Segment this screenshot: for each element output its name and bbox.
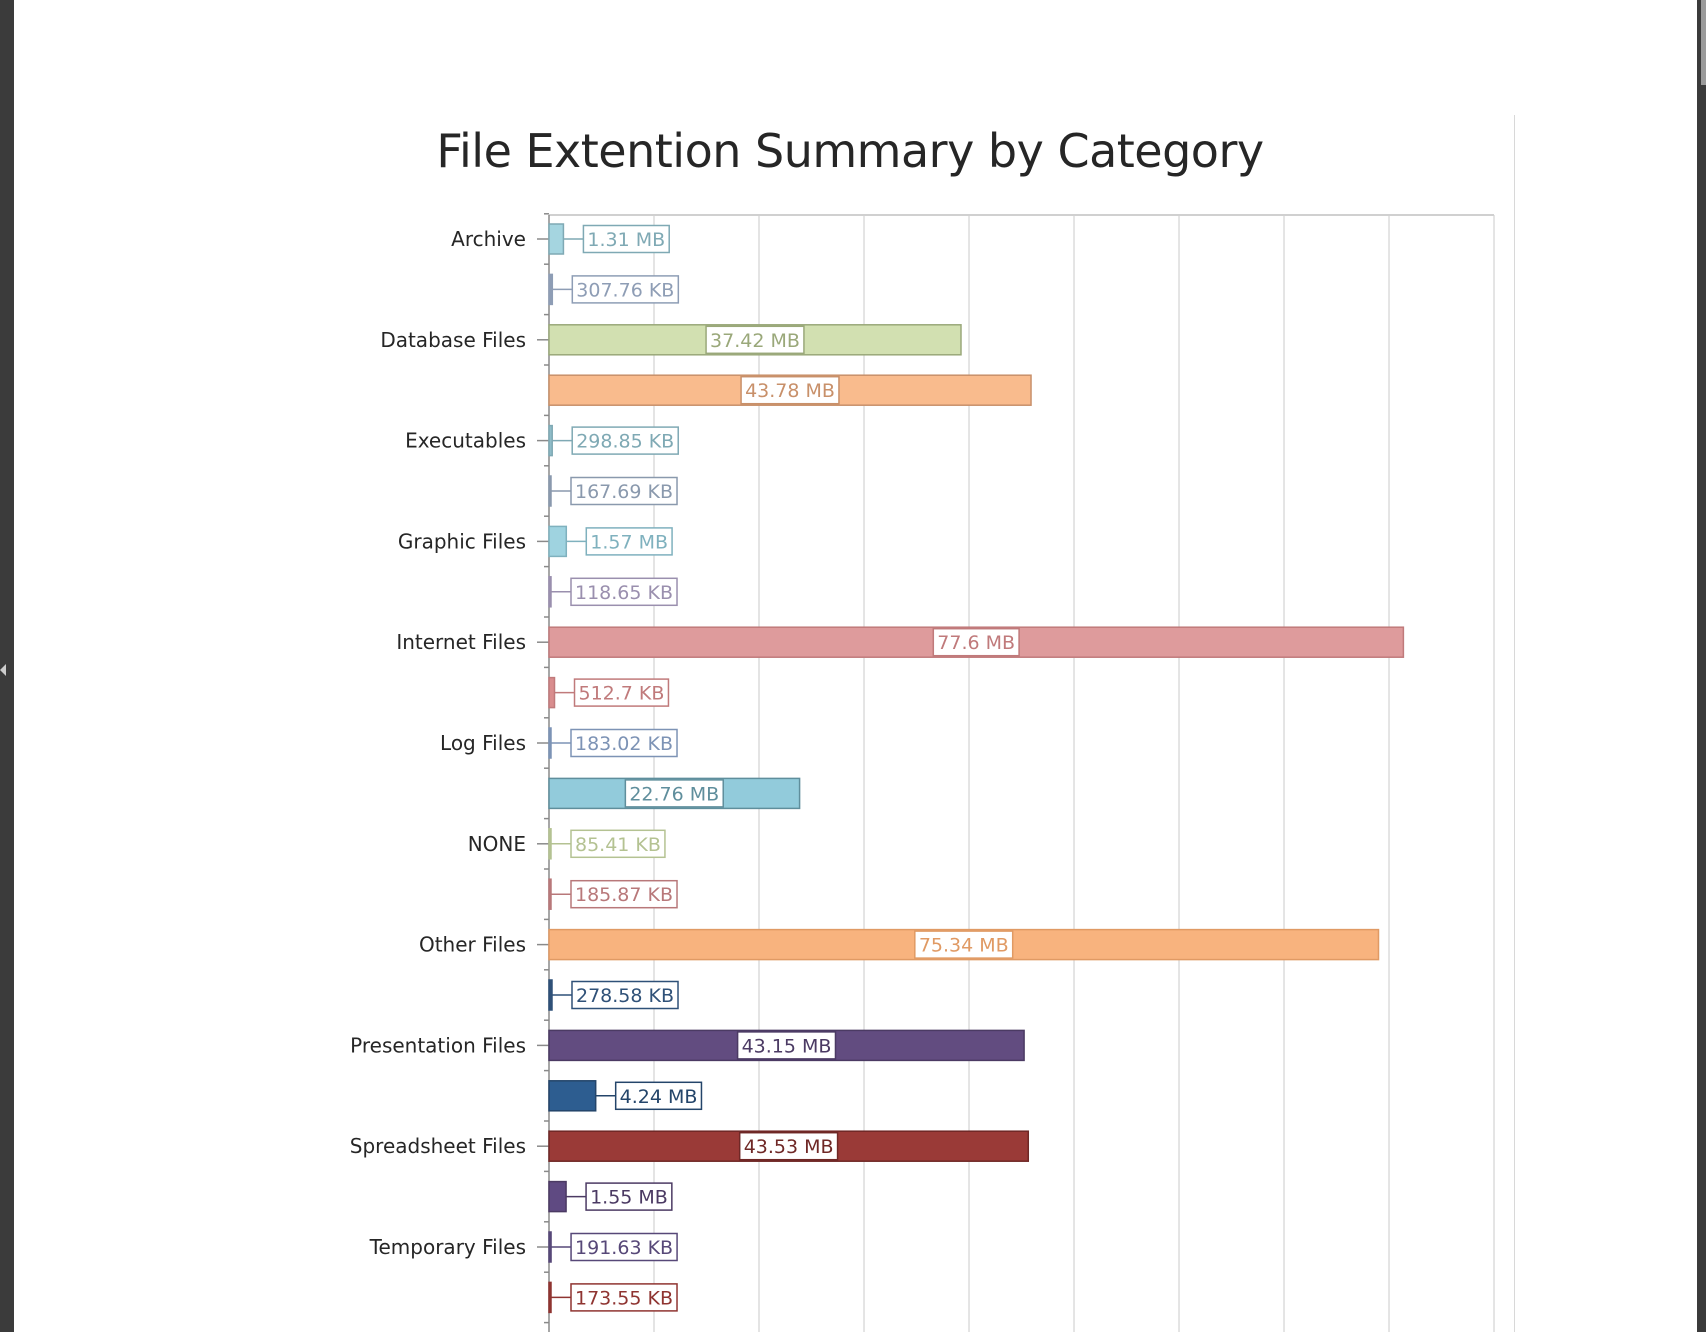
- bar: [548, 676, 556, 709]
- data-label: 43.78 MB: [745, 380, 835, 402]
- data-label-box: [585, 1182, 673, 1211]
- collapse-arrow-icon[interactable]: [0, 664, 6, 676]
- data-label-box: [705, 325, 805, 355]
- category-label: Archive: [451, 227, 526, 251]
- data-label-box: [571, 980, 679, 1010]
- data-label: 22.76 MB: [629, 783, 719, 805]
- data-label-box: [570, 577, 678, 607]
- bar: [548, 979, 553, 1011]
- data-label-box: [740, 375, 840, 405]
- data-label: 118.65 KB: [575, 582, 673, 604]
- category-label: Internet Files: [396, 630, 526, 654]
- data-label-box: [582, 224, 670, 254]
- bar: [548, 1080, 597, 1112]
- category-label: Presentation Files: [350, 1033, 526, 1057]
- bar: [548, 1231, 552, 1263]
- bar: [548, 273, 554, 306]
- category-label: Spreadsheet Files: [350, 1134, 526, 1158]
- data-label: 173.55 KB: [575, 1287, 673, 1309]
- data-label-box: [573, 678, 670, 707]
- data-label-box: [571, 275, 680, 304]
- category-label: Executables: [405, 429, 526, 453]
- data-label: 43.15 MB: [742, 1035, 832, 1057]
- data-label-box: [932, 627, 1020, 657]
- viewer-left-edge: [0, 0, 14, 1332]
- data-label-box: [570, 879, 678, 909]
- data-label: 1.31 MB: [587, 229, 665, 251]
- data-label-box: [585, 527, 673, 556]
- data-label: 191.63 KB: [575, 1237, 673, 1259]
- data-label: 512.7 KB: [579, 683, 665, 705]
- category-label: Graphic Files: [398, 529, 526, 553]
- category-label: NONE: [468, 832, 526, 856]
- data-label: 1.55 MB: [590, 1187, 668, 1209]
- data-label-box: [736, 1031, 837, 1060]
- data-label-box: [570, 1232, 678, 1262]
- data-label-box: [914, 930, 1014, 959]
- data-label: 185.87 KB: [575, 884, 673, 906]
- data-label: 37.42 MB: [710, 330, 800, 352]
- category-label: Other Files: [419, 933, 526, 957]
- data-label-box: [570, 728, 678, 758]
- data-label: 43.53 MB: [744, 1136, 834, 1158]
- data-label-box: [570, 829, 666, 859]
- data-label: 85.41 KB: [575, 834, 661, 856]
- data-label-box: [738, 1131, 839, 1161]
- bar: [548, 1281, 552, 1314]
- chart-title: File Extention Summary by Category: [436, 124, 1264, 178]
- scrollbar-thumb[interactable]: [1701, 0, 1706, 85]
- bar: [548, 1180, 567, 1213]
- bar: [548, 878, 552, 910]
- data-label: 77.6 MB: [937, 632, 1015, 654]
- data-label: 278.58 KB: [576, 985, 674, 1007]
- data-label-box: [624, 779, 724, 808]
- data-label-box: [570, 1283, 678, 1312]
- bar: [548, 727, 552, 759]
- vertical-scrollbar[interactable]: [1697, 0, 1706, 1332]
- data-label: 75.34 MB: [919, 935, 1009, 957]
- bar: [548, 525, 568, 558]
- chart-frame-border: [1514, 115, 1515, 1332]
- data-label: 1.57 MB: [590, 531, 668, 553]
- data-label: 183.02 KB: [575, 733, 673, 755]
- category-label: Temporary Files: [369, 1235, 526, 1259]
- data-label: 298.85 KB: [576, 431, 674, 453]
- data-label-box: [570, 476, 678, 506]
- data-label-box: [571, 426, 679, 455]
- category-label: Log Files: [440, 731, 526, 755]
- bar: [548, 424, 553, 457]
- bar: [548, 828, 552, 860]
- data-label: 307.76 KB: [576, 279, 674, 301]
- data-label: 4.24 MB: [620, 1086, 698, 1108]
- bar: [548, 223, 565, 255]
- bar: [548, 475, 552, 507]
- bar: [548, 576, 552, 608]
- category-label: Database Files: [380, 328, 526, 352]
- data-label: 167.69 KB: [575, 481, 673, 503]
- data-label-box: [614, 1081, 703, 1111]
